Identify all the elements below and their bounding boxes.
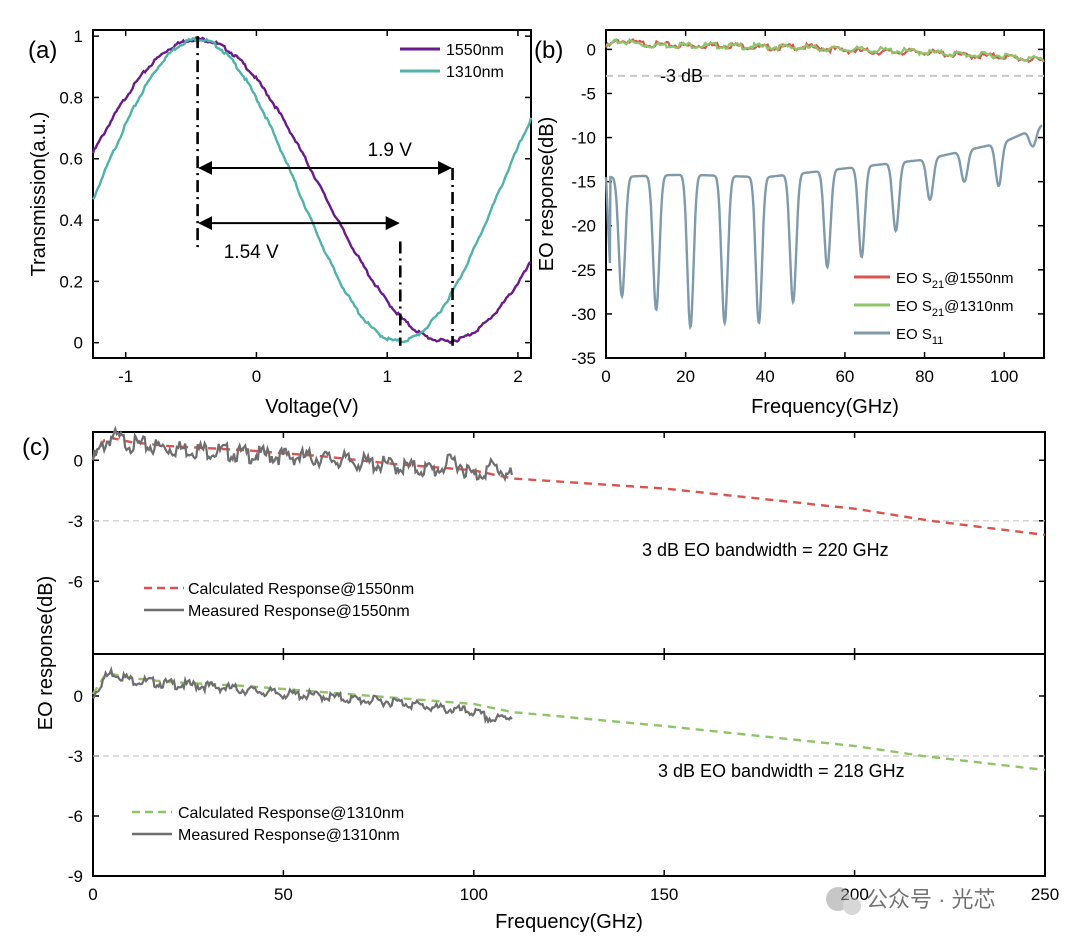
panel-a-frame (92, 29, 532, 359)
panel-b-xtick-label: 60 (835, 367, 854, 386)
legend-label-measured-1550nm: Measured Response@1550nm (188, 603, 410, 620)
legend-label-calculated-1550nm: Calculated Response@1550nm (188, 581, 414, 598)
panel-b-ylabel: EO response(dB) (536, 117, 558, 272)
panel-b-xtick-label: 100 (990, 367, 1018, 386)
panel-a: (a) -1 0 1 2 0 0.2 0.4 0.6 0.8 1 1.9 V 1.54 V 155… (28, 27, 533, 418)
series-line-1310nm (92, 36, 533, 344)
panel-c-bottom-ytick-label: 0 (74, 687, 83, 706)
annotation-1-54v: 1.54 V (224, 242, 279, 263)
series-line-Calculated Response@1550nm (91, 436, 1046, 537)
series-line-EO S21@1310nm (605, 37, 1045, 63)
threshold-label-3db: -3 dB (660, 66, 703, 86)
panel-c-bottom-xtick-label: 100 (460, 885, 488, 904)
panel-a-legend: 1550nm 1310nm (400, 42, 504, 81)
panel-b-xtick-label: 80 (915, 367, 934, 386)
panel-c-ylabel: EO response(dB) (35, 576, 57, 731)
annotation-1-9v: 1.9 V (368, 140, 413, 161)
panel-b-xtick-label: 0 (601, 367, 610, 386)
legend-label-s11: EO S11 (896, 326, 943, 347)
panel-a-xtick-label: -1 (118, 367, 133, 386)
panel-a-xtick-label: 2 (513, 367, 522, 386)
panel-a-ytick-label: 0.2 (59, 272, 83, 291)
panel-c-bottom-xtick-label: 0 (88, 885, 97, 904)
panel-a-annotations: 1.9 V 1.54 V (224, 140, 413, 263)
panel-b-xtick-label: 20 (676, 367, 695, 386)
panel-b-ytick-label: -25 (571, 261, 596, 280)
panel-a-ytick-label: 0.6 (59, 150, 83, 169)
panel-a-xlabel: Voltage(V) (265, 396, 358, 418)
legend-label-measured-1310nm: Measured Response@1310nm (178, 827, 400, 844)
panel-c-top-ytick-label: -6 (68, 572, 83, 591)
panel-c-top-ytick-label: -3 (68, 512, 83, 531)
panel-a-label: (a) (28, 37, 57, 64)
panel-b-label: (b) (534, 37, 563, 64)
series-line-Measured Response@1550nm (91, 425, 513, 483)
panel-b-ytick-label: -30 (571, 305, 596, 324)
panel-c-bottom-ytick-label: -6 (68, 807, 83, 826)
panel-c-bottom-xtick-label: 50 (274, 885, 293, 904)
panel-c-top-ytick-label: 0 (74, 451, 83, 470)
panel-c-top-frame (92, 431, 1046, 655)
panel-c-bottom-ytick-label: -9 (68, 867, 83, 886)
series-line-1550nm (91, 36, 532, 345)
panel-a-ytick-label: 0 (74, 334, 83, 353)
panel-a-ytick-label: 0.8 (59, 88, 83, 107)
panel-c-xlabel: Frequency(GHz) (495, 911, 643, 933)
panel-c-bottom-ytick-label: -3 (68, 747, 83, 766)
panel-b-ytick-label: -35 (571, 349, 596, 368)
panel-a-ytick-label: 0.4 (59, 211, 83, 230)
panel-c-bottom-frame (92, 653, 1046, 877)
panel-c-label: (c) (22, 434, 50, 461)
panel-b-ytick-label: -20 (571, 217, 596, 236)
legend-label-calculated-1310nm: Calculated Response@1310nm (178, 805, 404, 822)
panel-b-ytick-label: -5 (581, 84, 596, 103)
watermark-text: 公众号 · 光芯 (866, 887, 996, 912)
panel-c-bottom-xtick-label: 250 (1031, 885, 1059, 904)
bandwidth-annotation-1310nm: 3 dB EO bandwidth = 218 GHz (658, 761, 905, 781)
panel-c-bottom-legend: Calculated Response@1310nm Measured Resp… (132, 805, 404, 844)
panel-b-legend: EO S21@1550nm EO S21@1310nm EO S11 (854, 270, 1014, 347)
legend-label-s21-1310nm: EO S21@1310nm (896, 298, 1014, 319)
legend-label-s21-1550nm: EO S21@1550nm (896, 270, 1014, 291)
legend-label-1310nm: 1310nm (446, 64, 504, 81)
wechat-icon-bubble (843, 897, 861, 915)
panel-b-ytick-label: -15 (571, 173, 596, 192)
panel-c-bottom-xtick-label: 150 (650, 885, 678, 904)
panel-b-xtick-label: 40 (756, 367, 775, 386)
panel-b: (b) 0 20 40 60 80 100 0 -5 -10 -15 -20 -25 -30 -35 -3… (534, 29, 1045, 418)
panel-b-ytick-label: -10 (571, 129, 596, 148)
watermark: 公众号 · 光芯 (826, 887, 996, 915)
panel-c-top-legend: Calculated Response@1550nm Measured Resp… (144, 581, 414, 620)
panel-a-xtick-label: 0 (252, 367, 261, 386)
series-line-Measured Response@1310nm (92, 665, 513, 725)
panel-b-ytick-label: 0 (587, 40, 596, 59)
bandwidth-annotation-1550nm: 3 dB EO bandwidth = 220 GHz (642, 540, 889, 560)
legend-label-1550nm: 1550nm (446, 42, 504, 59)
panel-a-ytick-label: 1 (74, 27, 83, 46)
panel-a-xtick-label: 1 (382, 367, 391, 386)
panel-a-ylabel: Transmission(a.u.) (28, 112, 50, 277)
series-line-EO S11 (604, 124, 1043, 331)
panel-b-xlabel: Frequency(GHz) (751, 396, 899, 418)
